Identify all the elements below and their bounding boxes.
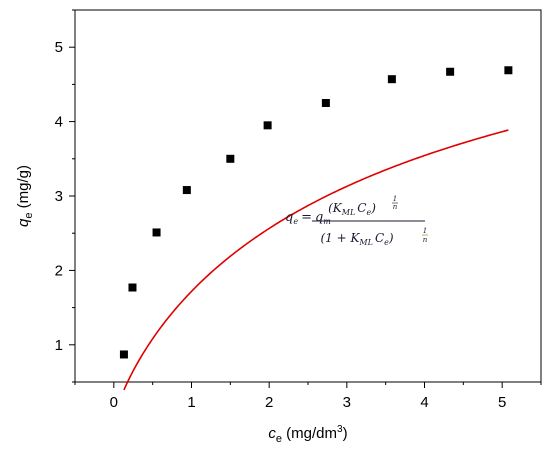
data-point [226,154,235,163]
svg-text:n: n [423,236,428,244]
data-point [321,99,330,107]
y-tick-label: 5 [55,39,63,56]
data-point [182,186,191,195]
data-point [504,66,513,75]
y-tick-label: 4 [55,114,63,131]
x-tick-label: 0 [110,394,118,411]
x-tick-label: 5 [498,394,506,411]
data-point [446,67,455,76]
svg-text:1: 1 [423,227,427,235]
data-points [119,66,513,359]
data-point [128,283,137,292]
y-axis-ticks: 1 2 3 4 5 [55,9,75,383]
plot-frame [74,9,542,383]
fit-curve [123,129,509,391]
data-point [119,350,128,359]
x-axis-ticks: 0 1 2 3 4 5 [74,382,542,411]
data-point [387,75,396,84]
x-tick-label: 2 [265,394,273,411]
data-point [152,228,161,237]
svg-text:n: n [393,203,398,211]
x-tick-label: 3 [343,394,351,411]
svg-text:1: 1 [393,195,397,203]
x-tick-label: 1 [187,394,195,411]
data-point [263,121,272,130]
y-tick-label: 3 [55,188,63,205]
x-tick-label: 4 [420,394,428,411]
y-tick-label: 2 [55,262,63,279]
y-tick-label: 1 [55,337,63,354]
x-axis-title: ce (mg/dm3) [268,424,347,445]
svg-text:qe=qm: qe=qm [285,210,331,226]
y-axis-title: qe (mg/g) [15,165,35,227]
